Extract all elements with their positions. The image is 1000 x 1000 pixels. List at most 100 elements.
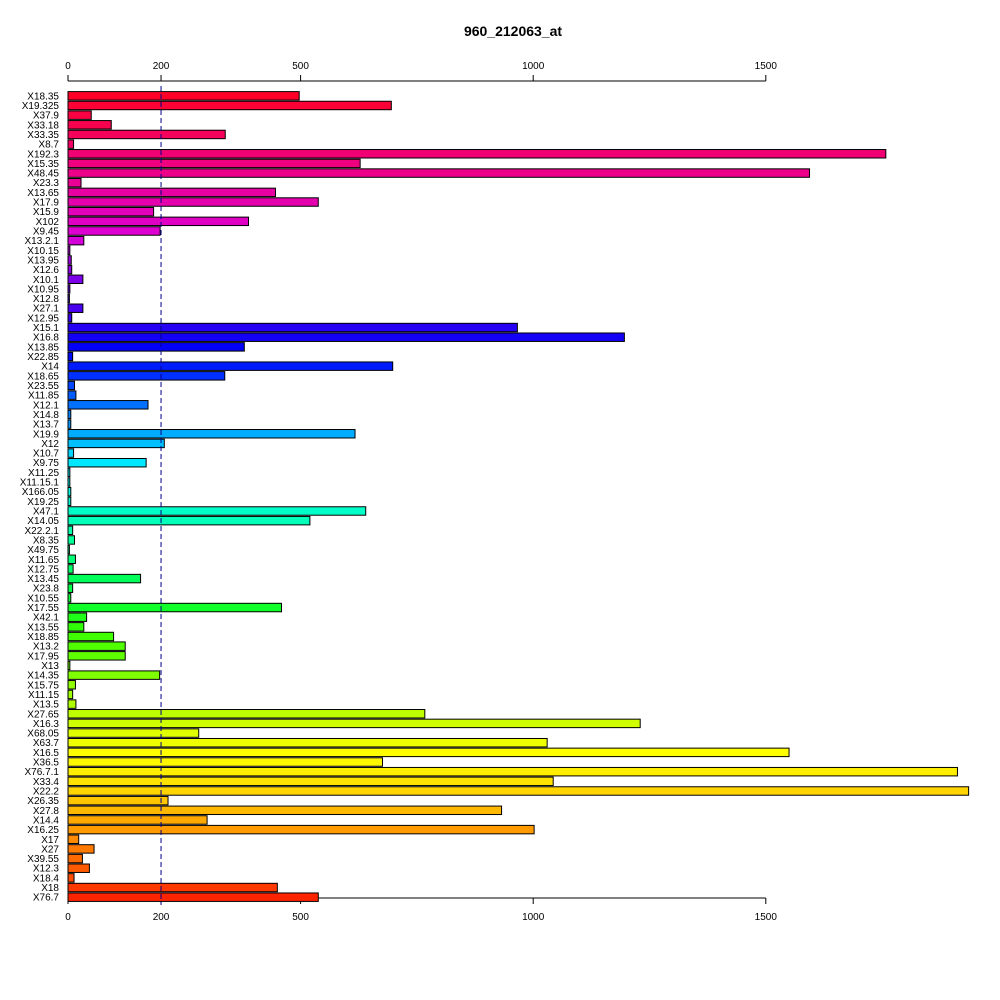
category-label: X37.9 xyxy=(33,111,60,122)
bar xyxy=(67,448,75,458)
bar xyxy=(67,882,278,893)
category-label: X15.9 xyxy=(33,207,60,218)
bar xyxy=(67,197,319,207)
category-label: X10.55 xyxy=(27,593,59,604)
bar xyxy=(67,535,76,545)
bar xyxy=(67,245,71,256)
category-label: X27 xyxy=(41,844,59,855)
category-label: X33.18 xyxy=(27,120,59,131)
bar xyxy=(67,602,283,613)
bar xyxy=(67,737,548,748)
bar xyxy=(67,264,73,275)
category-label: X11.25 xyxy=(28,468,59,479)
bar xyxy=(67,747,790,758)
bar xyxy=(67,322,518,333)
bar xyxy=(67,641,126,651)
bar xyxy=(67,544,70,555)
bar xyxy=(67,564,74,574)
bar xyxy=(67,149,887,159)
category-label: X12.75 xyxy=(27,564,59,575)
bar xyxy=(67,680,76,690)
bar xyxy=(67,873,75,883)
category-label: X18.85 xyxy=(27,632,59,643)
category-label: X39.55 xyxy=(27,854,59,865)
bar xyxy=(67,506,367,516)
bar xyxy=(67,583,74,593)
category-label: X17.55 xyxy=(27,603,59,614)
bar xyxy=(67,419,72,429)
bar xyxy=(67,622,85,632)
category-label: X166.05 xyxy=(22,487,60,498)
category-label: X76.7 xyxy=(33,893,60,904)
bar xyxy=(67,573,142,584)
bar xyxy=(67,380,76,391)
bar xyxy=(67,892,319,902)
category-label: X11.15 xyxy=(28,690,59,701)
bar xyxy=(67,786,970,796)
category-label: X13.2.1 xyxy=(25,236,60,247)
bar xyxy=(67,612,88,622)
category-label: X26.35 xyxy=(27,796,59,807)
tick-label: 1000 xyxy=(522,912,545,923)
tick-label: 0 xyxy=(65,61,71,72)
bar xyxy=(67,766,958,777)
category-label: X19.25 xyxy=(27,497,59,508)
category-label: X23.8 xyxy=(33,584,60,595)
category-label: X49.75 xyxy=(27,545,59,556)
category-label: X18.4 xyxy=(33,873,60,884)
bar xyxy=(67,371,226,381)
tick-label: 200 xyxy=(153,912,170,923)
bar xyxy=(67,274,84,285)
bar xyxy=(67,284,71,294)
category-label: X12.1 xyxy=(33,400,60,411)
category-label: X12.95 xyxy=(27,313,59,324)
category-label: X12 xyxy=(41,439,59,450)
category-label: X76.7.1 xyxy=(25,767,60,778)
category-label: X68.05 xyxy=(27,729,59,740)
category-label: X14 xyxy=(41,362,59,373)
category-label: X13.7 xyxy=(33,420,60,431)
category-label: X16.5 xyxy=(33,748,60,759)
bar xyxy=(67,177,82,188)
bar xyxy=(67,168,811,178)
category-label: X13.55 xyxy=(27,622,59,633)
bar xyxy=(67,139,75,149)
category-label: X13.95 xyxy=(27,255,59,266)
bar xyxy=(67,554,76,564)
bar xyxy=(67,390,77,400)
category-label: X14.8 xyxy=(33,410,60,421)
category-label: X17.9 xyxy=(33,198,60,209)
category-label: X11.15.1 xyxy=(20,478,60,489)
category-label: X23.55 xyxy=(27,381,59,392)
category-label: X8.7 xyxy=(38,140,59,151)
category-label: X33.35 xyxy=(27,130,59,141)
bar xyxy=(67,293,70,304)
bar xyxy=(67,515,311,526)
category-label: X63.7 xyxy=(33,738,60,749)
bar xyxy=(67,206,155,217)
bar xyxy=(67,400,149,410)
bar xyxy=(67,834,80,844)
bar xyxy=(67,457,147,468)
category-label: X17 xyxy=(41,835,59,846)
category-label: X13.2 xyxy=(33,642,60,653)
bar xyxy=(67,815,208,825)
category-label: X10.1 xyxy=(33,275,60,286)
category-label: X13 xyxy=(41,661,59,672)
bar xyxy=(67,467,71,478)
top-x-axis: 0 200 500 1000 1500 xyxy=(65,61,777,82)
category-label: X33.4 xyxy=(33,777,60,788)
category-label: X16.8 xyxy=(33,333,60,344)
tick-label: 0 xyxy=(65,912,71,923)
bar xyxy=(67,689,74,700)
bar xyxy=(67,235,85,246)
category-label: X102 xyxy=(36,217,60,228)
bar xyxy=(67,670,161,680)
bar xyxy=(67,303,84,313)
bar xyxy=(67,477,71,487)
bar xyxy=(67,216,249,227)
category-label: X12.8 xyxy=(33,294,60,305)
bar xyxy=(67,110,92,120)
category-label: X27.1 xyxy=(33,304,60,315)
category-label: X48.45 xyxy=(27,169,59,180)
